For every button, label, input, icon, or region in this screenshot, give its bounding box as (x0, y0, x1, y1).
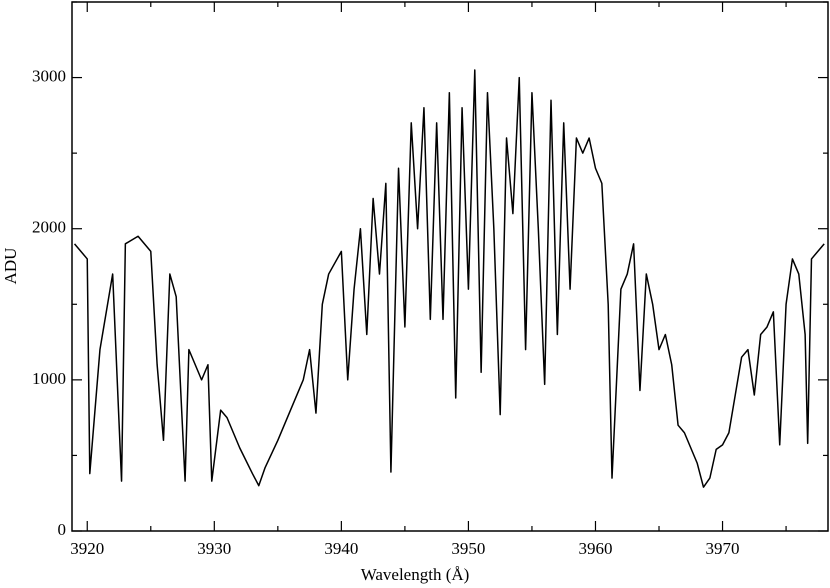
y-tick-label: 3000 (32, 66, 66, 85)
y-tick-label: 0 (58, 520, 67, 539)
y-tick-label: 2000 (32, 218, 66, 237)
y-axis-label: ADU (1, 248, 20, 285)
x-tick-label: 3930 (197, 539, 231, 558)
x-tick-label: 3920 (70, 539, 104, 558)
x-tick-label: 3970 (706, 539, 740, 558)
x-axis-label: Wavelength (Å) (361, 565, 470, 584)
plot-frame (71, 1, 829, 532)
spectrum-line (73, 69, 825, 488)
y-tick-label: 1000 (32, 369, 66, 388)
x-tick-label: 3960 (578, 539, 612, 558)
x-tick-label: 3950 (451, 539, 485, 558)
x-tick-label: 3940 (324, 539, 358, 558)
